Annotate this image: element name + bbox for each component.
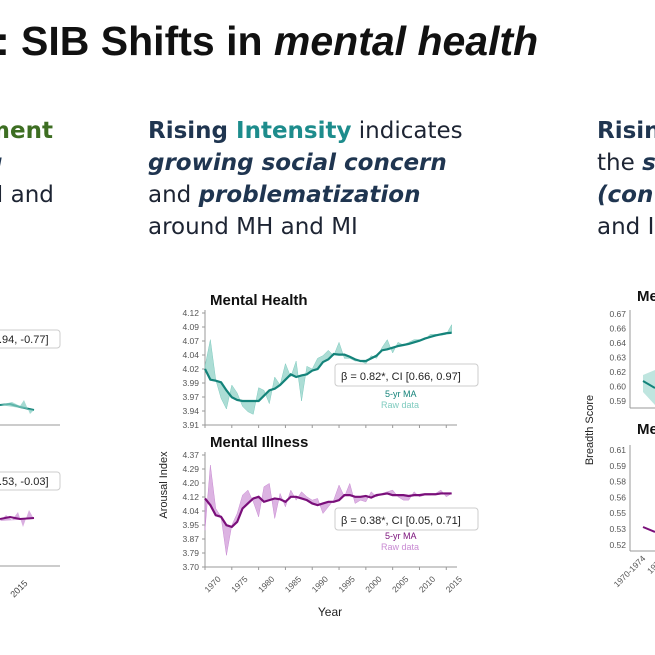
right-mh-y-tick-label: 0.63: [609, 353, 626, 363]
left-line-3: H and: [0, 182, 54, 208]
mi-x-tick-label: 1970: [202, 574, 223, 595]
mi-x-tick-label: 1975: [229, 574, 250, 595]
mh-y-tick-label: 3.94: [182, 406, 199, 416]
right-mi-line: [642, 526, 655, 533]
mi-y-tick-label: 4.37: [182, 450, 199, 460]
right-mi-y-tick-label: 0.52: [609, 540, 626, 550]
left-line-2: g: [0, 147, 54, 179]
mi-annotation: β = 0.38*, CI [0.05, 0.71]: [341, 515, 461, 527]
mi-x-tick-label: 1985: [283, 574, 304, 595]
growing-concern-text: growing social concern: [148, 150, 447, 176]
mi-x-tick-label: 1980: [256, 574, 277, 595]
middle-column-text: Rising Intensity indicates growing socia…: [148, 115, 463, 243]
mh-legend-ma: 5-yr MA: [385, 389, 417, 399]
right-mi-y-tick-label: 0.55: [609, 508, 626, 518]
x-axis-label: Year: [318, 605, 342, 619]
mi-y-tick-label: 3.87: [182, 534, 199, 544]
indicates-text: indicates: [351, 118, 463, 144]
right-mh-y-tick-label: 0.59: [609, 396, 626, 406]
mh-y-tick-label: 4.02: [182, 364, 199, 374]
right-line-2a: the: [597, 150, 643, 176]
right-mh-y-tick-label: 0.62: [609, 367, 626, 377]
left-x-tick: 2015: [8, 578, 29, 599]
right-mh-y-tick-label: 0.66: [609, 324, 626, 334]
right-mi-y-tick-label: 0.53: [609, 524, 626, 534]
right-mi-title: Me: [637, 421, 655, 438]
mi-y-tick-label: 4.29: [182, 464, 199, 474]
right-mh-title: Me: [637, 288, 655, 305]
breadth-ylabel: Breadth Score: [584, 395, 596, 465]
right-mh-y-tick-label: 0.60: [609, 382, 626, 392]
mh-ma-line: [204, 331, 452, 403]
mi-ma-line: [204, 492, 452, 529]
y-axis-label: Arousal Index: [158, 451, 170, 519]
mi-chart-title: Mental Illness: [210, 434, 308, 451]
mh-legend-raw: Raw data: [381, 400, 419, 410]
intensity-text: Intensity: [236, 118, 352, 144]
mi-y-tick-label: 4.12: [182, 492, 199, 502]
title-text: : SIB Shifts in: [0, 18, 274, 64]
right-x-tick-label: 1975-: [645, 553, 655, 576]
right-mi-y-tick-label: 0.59: [609, 461, 626, 471]
mi-x-tick-label: 2010: [417, 574, 438, 595]
right-line-2b: s: [642, 150, 655, 176]
mi-x-tick-label: 2005: [390, 574, 411, 595]
right-mi-y-tick-label: 0.58: [609, 477, 626, 487]
mh-y-tick-label: 3.99: [182, 378, 199, 388]
mi-x-tick-label: 1990: [310, 574, 331, 595]
mi-x-tick-label: 2000: [363, 574, 384, 595]
mi-y-tick-label: 3.79: [182, 548, 199, 558]
right-mh-line: [642, 380, 655, 389]
left-mh-raw-band: [0, 400, 34, 414]
left-mi-annotation-box: [0, 471, 61, 491]
right-mh-ci-band: [643, 370, 655, 405]
mh-annotation: β = 0.82*, CI [0.66, 0.97]: [341, 371, 461, 383]
right-mh-y-tick-label: 0.67: [609, 309, 626, 319]
mi-y-tick-label: 3.70: [182, 562, 199, 572]
title-italic-text: mental health: [273, 18, 539, 64]
mi-annotation-box: [334, 507, 479, 531]
left-column-text: ment g H and s: [0, 115, 54, 243]
right-line-3: (con: [597, 182, 654, 208]
left-mh-annotation: .94, -0.77]: [0, 334, 49, 346]
mh-chart-title: Mental Health: [210, 292, 308, 309]
slide-title: : SIB Shifts in mental health: [0, 18, 538, 65]
around-text: around MH and MI: [148, 214, 358, 240]
mi-legend-raw: Raw data: [381, 542, 419, 552]
problematization-text: problematization: [198, 182, 421, 208]
right-mh-y-tick-label: 0.64: [609, 338, 626, 348]
right-line-1: Risin: [597, 118, 655, 144]
mi-y-tick-label: 4.20: [182, 478, 199, 488]
mh-y-tick-label: 4.09: [182, 322, 199, 332]
rising-text: Rising: [148, 118, 237, 144]
mi-y-tick-label: 3.95: [182, 520, 199, 530]
right-x-tick-label: 1970-1974: [612, 553, 648, 589]
left-mi-annotation: .53, -0.03]: [0, 476, 49, 488]
mh-annotation-box: [334, 363, 479, 387]
mh-y-tick-label: 3.97: [182, 392, 199, 402]
mh-y-tick-label: 3.91: [182, 420, 199, 430]
left-mi-ma-line: [0, 515, 35, 521]
mi-x-tick-label: 2015: [444, 574, 465, 595]
right-line-4: and I: [597, 214, 655, 240]
left-line-1: ment: [0, 118, 53, 144]
mi-y-tick-label: 4.04: [182, 506, 199, 516]
and-text: and: [148, 182, 199, 208]
mi-legend-ma: 5-yr MA: [385, 531, 417, 541]
mh-y-tick-label: 4.07: [182, 336, 199, 346]
mh-y-tick-label: 4.04: [182, 350, 199, 360]
right-mi-y-tick-label: 0.61: [609, 445, 626, 455]
mh-y-tick-label: 4.12: [182, 308, 199, 318]
right-mi-y-tick-label: 0.56: [609, 492, 626, 502]
right-column-text: Risin the s (con and I: [597, 115, 655, 243]
left-mh-annotation-box: [0, 329, 61, 349]
mi-x-tick-label: 1995: [336, 574, 357, 595]
